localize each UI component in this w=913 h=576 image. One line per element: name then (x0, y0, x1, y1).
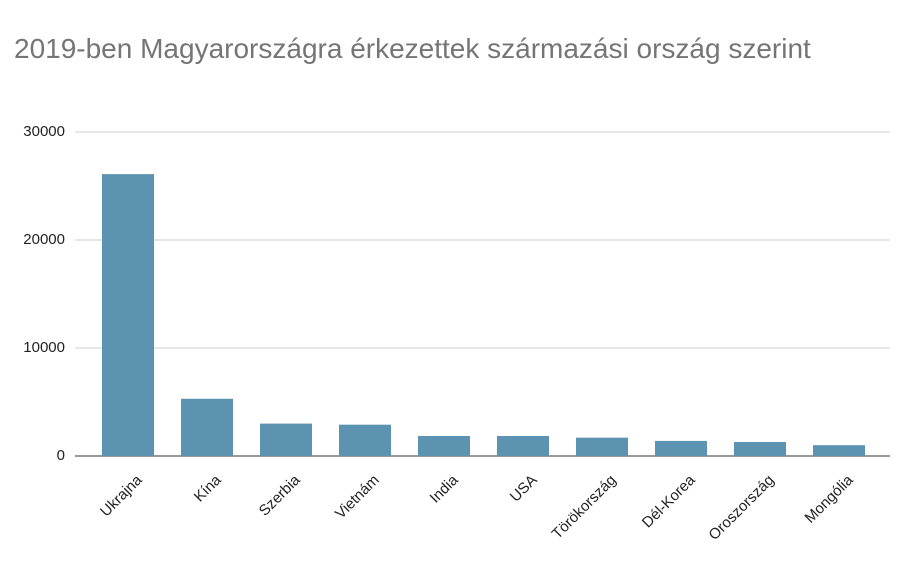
x-tick-label: India (427, 471, 462, 506)
x-tick-label: Oroszország (705, 472, 777, 544)
bar (418, 436, 470, 456)
x-tick-label: USA (507, 472, 541, 506)
bar (655, 440, 707, 456)
x-tick-label: Törökország (549, 472, 620, 543)
chart-title: 2019-ben Magyarországra érkezettek szárm… (14, 33, 811, 64)
bar (181, 398, 233, 456)
bar (813, 445, 865, 456)
bar (102, 174, 154, 456)
bar (339, 424, 391, 456)
x-tick-label: Ukrajna (97, 471, 146, 520)
x-tick-label: Mongólia (802, 471, 858, 527)
y-tick-label: 0 (57, 447, 65, 464)
x-tick-label: Dél-Korea (639, 471, 699, 531)
bar (260, 423, 312, 456)
bar (734, 441, 786, 456)
y-tick-label: 20000 (23, 231, 65, 248)
x-tick-label: Vietnám (332, 472, 383, 523)
y-tick-label: 10000 (23, 339, 65, 356)
bar (576, 437, 628, 456)
x-tick-label: Szerbia (256, 471, 304, 519)
bar (497, 436, 549, 456)
x-tick-label: Kína (191, 471, 225, 505)
y-tick-label: 30000 (23, 123, 65, 140)
